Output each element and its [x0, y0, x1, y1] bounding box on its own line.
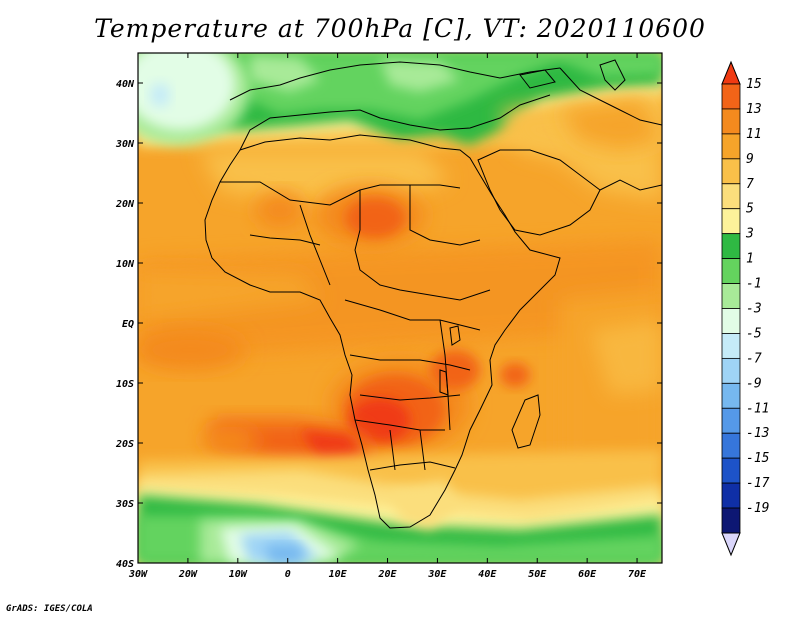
- colorbar-label: 1: [746, 252, 754, 267]
- colorbar-label: -5: [746, 326, 762, 341]
- colorbar-segment: [721, 133, 741, 160]
- credit-text: GrADS: IGES/COLA: [6, 604, 93, 614]
- colorbar-label: -19: [746, 501, 769, 516]
- colorbar-segment: [721, 507, 741, 534]
- colorbar-segment: [721, 357, 741, 384]
- colorbar-segment: [721, 333, 741, 359]
- y-tick-label: 30N: [115, 139, 135, 150]
- colorbar-label: -9: [746, 376, 762, 391]
- coastlines: [204, 59, 662, 529]
- map-title: Temperature at 700hPa [C], VT: 202011060…: [94, 14, 706, 43]
- colorbar-segment: [721, 382, 741, 409]
- x-tick-label: 10E: [329, 569, 348, 580]
- x-tick-label: 30E: [427, 569, 447, 580]
- colorbar-segment: [721, 83, 741, 110]
- colorbar-label: 7: [746, 177, 754, 192]
- colorbar-label: 5: [746, 202, 754, 217]
- colorbar-top-triangle: [721, 60, 741, 85]
- y-tick-label: 40N: [116, 79, 135, 90]
- colorbar-label: -1: [746, 277, 762, 292]
- colorbar-segment: [721, 432, 741, 459]
- y-tick-label: 10N: [116, 259, 135, 270]
- y-tick-label: EQ: [122, 319, 134, 330]
- y-tick-label: 20N: [115, 199, 135, 210]
- colorbar-label: 15: [746, 77, 762, 92]
- y-axis: 40S 30S 20S 10S EQ 10N 20N 30N 40N: [115, 79, 662, 570]
- colorbar-label: 9: [746, 152, 754, 167]
- colorbar-segment: [721, 457, 741, 484]
- colorbar-label: -7: [746, 351, 762, 366]
- x-tick-label: 60E: [578, 569, 597, 580]
- colorbar-label: -3: [746, 302, 762, 317]
- colorbar-segment: [721, 407, 741, 434]
- x-tick-label: 70E: [628, 569, 647, 580]
- colorbar-segment: [721, 233, 741, 260]
- colorbar-segment: [721, 482, 741, 509]
- colorbar-segment: [721, 258, 741, 284]
- colorbar-segment: [721, 183, 741, 210]
- colorbar-label: -13: [746, 426, 769, 441]
- colorbar-segment: [721, 308, 741, 334]
- colorbar-label: 11: [746, 127, 762, 142]
- x-tick-label: 50E: [528, 569, 547, 580]
- x-tick-label: 20E: [377, 569, 397, 580]
- colorbar-label: -17: [746, 476, 770, 491]
- colorbar-segment: [721, 158, 741, 185]
- colorbar-label: -11: [746, 401, 769, 416]
- x-tick-label: 10W: [229, 569, 248, 580]
- colorbar: 15 13 11 9 7 5 3 1 -1 -3 -5 -7 -9 -11 -13 -15 -17 -19: [721, 60, 770, 557]
- x-tick-label: 0: [285, 569, 291, 580]
- colorbar-segment: [721, 283, 741, 309]
- y-tick-label: 40S: [116, 559, 134, 570]
- x-axis: 30W 20W 10W 0 10E 20E 30E 40E 50E 60E 70E: [128, 53, 647, 580]
- colorbar-segment: [721, 108, 741, 135]
- y-tick-label: 20S: [115, 439, 134, 450]
- colorbar-label: 3: [745, 227, 754, 242]
- temperature-field: [138, 53, 662, 563]
- colorbar-label: -15: [746, 451, 770, 466]
- colorbar-segment: [721, 208, 741, 235]
- x-tick-label: 30W: [128, 569, 148, 580]
- y-tick-label: 10S: [116, 379, 134, 390]
- x-tick-label: 20W: [178, 569, 198, 580]
- colorbar-bottom-triangle: [721, 532, 741, 557]
- map-frame: [137, 52, 663, 564]
- x-tick-label: 40E: [478, 569, 497, 580]
- colorbar-label: 13: [746, 102, 762, 117]
- y-tick-label: 30S: [115, 499, 134, 510]
